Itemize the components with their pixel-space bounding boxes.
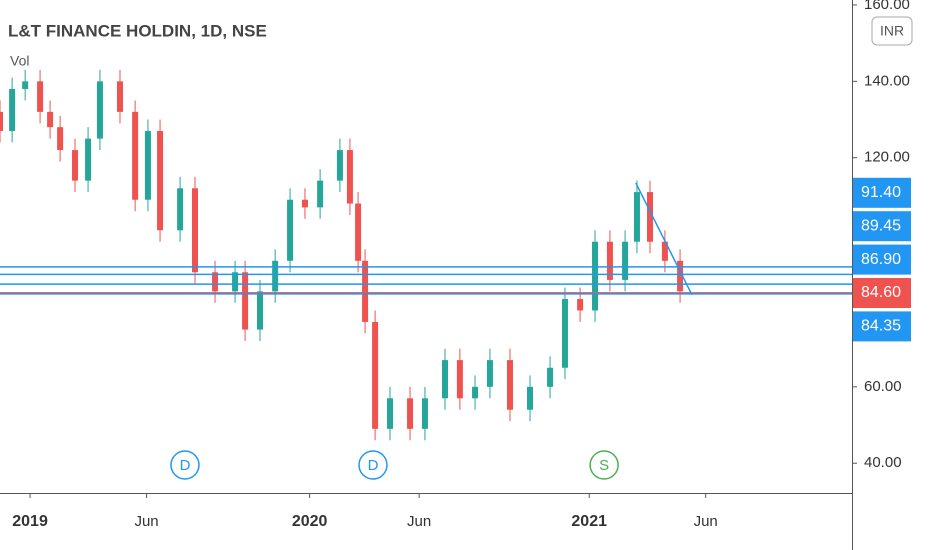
- level-label: 84.35: [861, 318, 901, 335]
- candle-body: [116, 81, 123, 112]
- candle-body: [212, 272, 219, 292]
- candle-body: [387, 398, 394, 429]
- candle-body: [362, 260, 369, 322]
- candle-body: [561, 299, 568, 368]
- x-tick-label: 2020: [292, 513, 328, 530]
- event-marker: [589, 450, 619, 480]
- candle-body: [661, 241, 668, 261]
- y-tick-label: 160.00: [864, 0, 910, 13]
- candle-body: [372, 321, 379, 429]
- candle-body: [192, 188, 199, 273]
- x-tick-label: Jun: [134, 513, 158, 530]
- candle-body: [85, 138, 92, 181]
- candle-body: [72, 150, 79, 181]
- candle-body: [346, 150, 353, 204]
- indicator-label: Vol: [10, 53, 29, 69]
- candle-body: [592, 241, 599, 311]
- candle-body: [355, 203, 362, 261]
- currency-label[interactable]: INR: [880, 23, 904, 39]
- candle-body: [506, 360, 513, 410]
- level-label: 84.60: [861, 284, 901, 301]
- event-marker: [358, 450, 388, 480]
- level-label-box: [853, 311, 911, 342]
- level-label: 89.45: [861, 217, 901, 234]
- x-tick-label: 2019: [12, 513, 48, 530]
- event-marker-label: D: [368, 457, 379, 474]
- candle-body: [287, 199, 294, 261]
- candle-body: [96, 81, 103, 139]
- candle-body: [317, 180, 324, 208]
- event-marker-label: S: [599, 457, 609, 474]
- level-label-box: [853, 278, 911, 308]
- candle-body: [336, 150, 343, 181]
- candle-body: [633, 192, 640, 242]
- candle-body: [527, 386, 534, 410]
- candle-body: [647, 192, 654, 242]
- candle-body: [57, 127, 64, 151]
- y-tick-label: 140.00: [864, 72, 910, 89]
- candle-body: [456, 360, 463, 399]
- candle-body: [0, 111, 3, 131]
- y-tick-label: 60.00: [864, 378, 902, 395]
- y-tick-label: 120.00: [864, 149, 910, 166]
- candle-body: [47, 111, 54, 128]
- candle-body: [472, 386, 479, 399]
- candle-body: [232, 272, 239, 292]
- candle-body: [272, 260, 279, 292]
- candle-body: [421, 398, 428, 429]
- candle-body: [547, 367, 554, 387]
- event-marker-label: D: [180, 457, 191, 474]
- candle-body: [577, 299, 584, 311]
- candle-body: [22, 81, 29, 89]
- marks: [0, 69, 852, 441]
- candle-body: [486, 360, 493, 387]
- candle-body: [407, 398, 414, 429]
- candle-body: [157, 130, 164, 231]
- event-marker: [170, 450, 200, 480]
- chart-title: L&T FINANCE HOLDIN, 1D, NSE: [8, 21, 267, 40]
- candle-body: [9, 88, 16, 131]
- candle-body: [677, 260, 684, 292]
- candle-body: [606, 241, 613, 280]
- x-tick-label: Jun: [407, 513, 431, 530]
- x-tick-label: Jun: [694, 513, 718, 530]
- candle-body: [301, 199, 308, 208]
- candle-body: [242, 272, 249, 330]
- candle-body: [37, 81, 44, 112]
- trend-line: [635, 182, 693, 296]
- y-tick-label: 40.00: [864, 454, 902, 471]
- level-label: 91.40: [861, 184, 901, 201]
- candle-body: [144, 130, 151, 200]
- candle-body: [132, 111, 139, 200]
- level-label: 86.90: [861, 251, 901, 268]
- level-label-box: [853, 244, 911, 275]
- candle-body: [441, 360, 448, 399]
- candle-body: [257, 291, 264, 330]
- currency-button[interactable]: [871, 16, 913, 46]
- level-label-box: [853, 211, 911, 242]
- candle-body: [177, 188, 184, 231]
- x-tick-label: 2021: [571, 513, 607, 530]
- level-label-box: [853, 177, 911, 208]
- candle-body: [622, 241, 629, 280]
